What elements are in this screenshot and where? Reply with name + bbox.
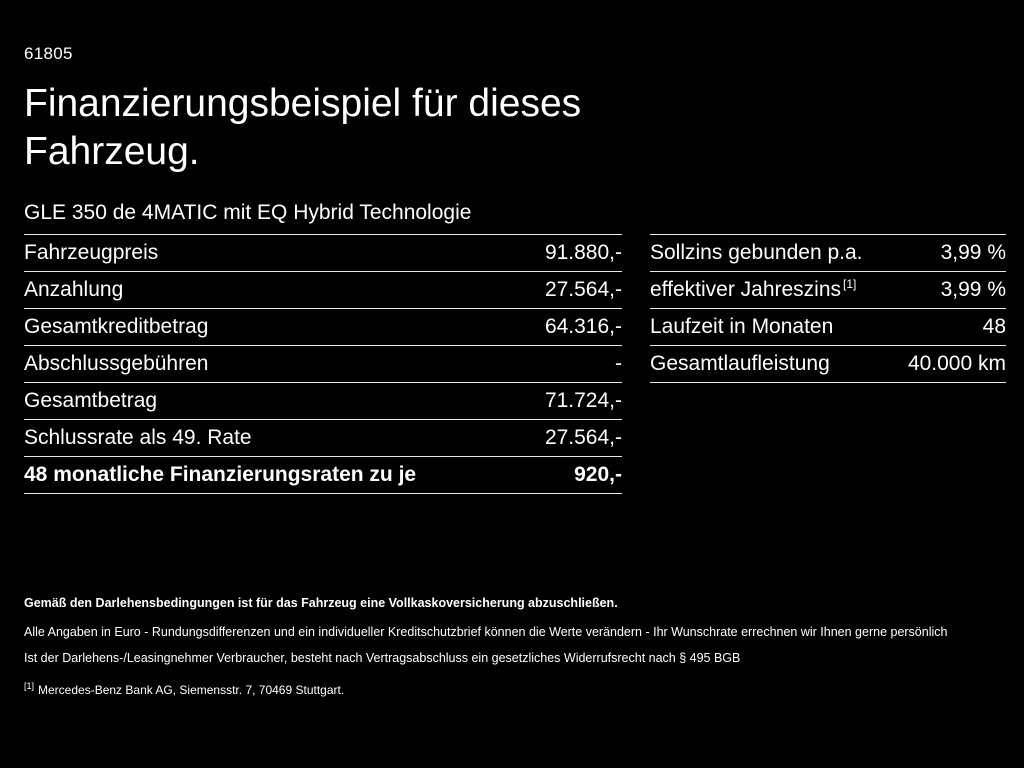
table-row: Abschlussgebühren - <box>24 345 622 382</box>
table-row: Gesamtbetrag 71.724,- <box>24 382 622 419</box>
page-title: Finanzierungsbeispiel für dieses Fahrzeu… <box>24 82 582 173</box>
table-row-monthly-rate: 48 monatliche Finanzierungsraten zu je 9… <box>24 456 622 495</box>
row-value: 48 <box>982 315 1006 339</box>
table-row: Gesamtkreditbetrag 64.316,- <box>24 308 622 345</box>
bank-footnote: [1] Mercedes-Benz Bank AG, Siemensstr. 7,… <box>24 681 1006 697</box>
row-value: 3,99 % <box>940 278 1006 302</box>
row-label-text: effektiver Jahreszins <box>650 278 842 302</box>
disclaimer-note-2: Ist der Darlehens-/Leasingnehmer Verbrau… <box>24 650 741 665</box>
row-label: Anzahlung <box>24 278 124 302</box>
row-label: Schlussrate als 49. Rate <box>24 426 252 450</box>
table-row: effektiver Jahreszins [1] 3,99 % <box>650 271 1006 308</box>
row-value: 64.316,- <box>544 315 622 339</box>
financing-amounts-table: Fahrzeugpreis 91.880,- Anzahlung 27.564,… <box>24 234 622 495</box>
table-row: Sollzins gebunden p.a. 3,99 % <box>650 234 1006 271</box>
financing-tables: Fahrzeugpreis 91.880,- Anzahlung 27.564,… <box>24 234 1006 495</box>
row-label: 48 monatliche Finanzierungsraten zu je <box>24 463 417 487</box>
row-value: 71.724,- <box>544 389 622 413</box>
disclaimer-note-1: Alle Angaben in Euro - Rundungsdifferenz… <box>24 625 948 640</box>
row-value: 27.564,- <box>544 426 622 450</box>
insurance-requirement-note: Gemäß den Darlehensbedingungen ist für d… <box>24 596 618 611</box>
vehicle-model-subtitle: GLE 350 de 4MATIC mit EQ Hybrid Technolo… <box>24 201 472 225</box>
row-value: 40.000 km <box>907 352 1006 376</box>
footnote-text: Mercedes-Benz Bank AG, Siemensstr. 7, 70… <box>38 682 345 697</box>
row-value: 920,- <box>574 463 622 487</box>
row-label: Sollzins gebunden p.a. <box>650 241 863 265</box>
row-label: effektiver Jahreszins [1] <box>650 278 856 302</box>
row-label: Gesamtbetrag <box>24 389 158 413</box>
document-number: 61805 <box>24 44 73 63</box>
table-row: Fahrzeugpreis 91.880,- <box>24 234 622 271</box>
row-value: 91.880,- <box>544 241 622 265</box>
row-value: 3,99 % <box>940 241 1006 265</box>
footnote-marker: [1] <box>24 680 35 691</box>
financing-conditions-table: Sollzins gebunden p.a. 3,99 % effektiver… <box>650 234 1006 384</box>
legal-footer: Gemäß den Darlehensbedingungen ist für d… <box>24 596 1006 697</box>
table-row: Schlussrate als 49. Rate 27.564,- <box>24 419 622 456</box>
table-row: Anzahlung 27.564,- <box>24 271 622 308</box>
table-row: Laufzeit in Monaten 48 <box>650 308 1006 345</box>
row-value: 27.564,- <box>544 278 622 302</box>
row-value: - <box>615 352 622 376</box>
footnote-reference: [1] <box>843 277 857 292</box>
table-row: Gesamtlaufleistung 40.000 km <box>650 345 1006 384</box>
row-label: Fahrzeugpreis <box>24 241 159 265</box>
row-label: Abschlussgebühren <box>24 352 209 376</box>
row-label: Gesamtkreditbetrag <box>24 315 209 339</box>
row-label: Laufzeit in Monaten <box>650 315 834 339</box>
row-label: Gesamtlaufleistung <box>650 352 830 376</box>
